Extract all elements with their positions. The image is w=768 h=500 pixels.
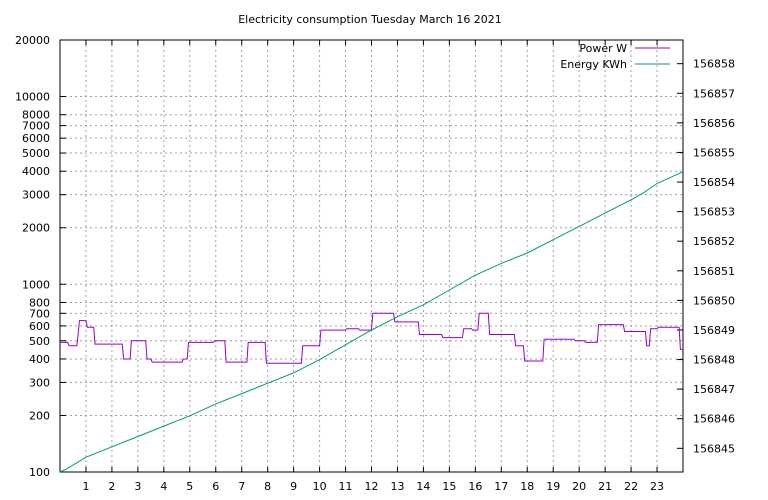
x-tick-label: 15 [442, 480, 456, 493]
y-right-tick-label: 156850 [693, 294, 735, 307]
x-tick-label: 22 [624, 480, 638, 493]
x-tick-label: 3 [134, 480, 141, 493]
x-tick-label: 10 [313, 480, 327, 493]
x-tick-label: 2 [108, 480, 115, 493]
y-left-tick-label: 800 [29, 296, 50, 309]
y-left-tick-label: 7000 [22, 120, 50, 133]
legend-label-power-w: Power W [579, 42, 627, 55]
x-tick-label: 4 [160, 480, 167, 493]
chart-grid [60, 40, 683, 472]
y-right-tick-label: 156849 [693, 324, 735, 337]
y-left-tick-label: 600 [29, 320, 50, 333]
x-tick-label: 14 [416, 480, 430, 493]
x-tick-label: 20 [572, 480, 586, 493]
y-right-tick-label: 156854 [693, 176, 735, 189]
x-tick-label: 23 [650, 480, 664, 493]
y-left-tick-label: 10000 [15, 91, 50, 104]
chart-legend: Power W Energy KWh [560, 42, 670, 71]
y-right-tick-label: 156847 [693, 383, 735, 396]
y-left-tick-label: 400 [29, 353, 50, 366]
y-right-tick-label: 156853 [693, 206, 735, 219]
chart-title: Electricity consumption Tuesday March 16… [238, 13, 502, 26]
y-right-tick-label: 156846 [693, 413, 735, 426]
x-tick-label: 5 [186, 480, 193, 493]
y-left-tick-label: 6000 [22, 132, 50, 145]
y-left-tick-label: 300 [29, 376, 50, 389]
y-right-tick-label: 156845 [693, 442, 735, 455]
series-line-power-w [60, 312, 683, 364]
y-left-tick-label: 200 [29, 409, 50, 422]
x-tick-label: 17 [494, 480, 508, 493]
y-right-tick-label: 156856 [693, 117, 735, 130]
x-tick-label: 9 [290, 480, 297, 493]
y-left-tick-label: 1000 [22, 278, 50, 291]
x-tick-label: 7 [238, 480, 245, 493]
y-right-tick-label: 156855 [693, 146, 735, 159]
y-right-tick-label: 156848 [693, 354, 735, 367]
x-tick-label: 13 [390, 480, 404, 493]
x-tick-label: 1 [82, 480, 89, 493]
y-left-tick-label: 2000 [22, 222, 50, 235]
y-right-tick-label: 156858 [693, 58, 735, 71]
x-tick-label: 21 [598, 480, 612, 493]
series-line-energy-kwh [59, 171, 684, 473]
y-left-tick-label: 8000 [22, 109, 50, 122]
x-tick-label: 19 [546, 480, 560, 493]
x-tick-label: 8 [264, 480, 271, 493]
legend-label-energy-kwh: Energy KWh [560, 58, 627, 71]
y-left-tick-label: 100 [29, 466, 50, 479]
y-left-tick-label: 5000 [22, 147, 50, 160]
x-tick-label: 16 [468, 480, 482, 493]
y-right-tick-label: 156857 [693, 87, 735, 100]
x-tick-label: 12 [365, 480, 379, 493]
chart-tick-labels: 1 2 3 4 5 6 7 8 9 10 11 12 13 14 15 16 17 18 19 20 21 22 23100… [15, 34, 735, 493]
y-right-tick-label: 156852 [693, 235, 735, 248]
plot-frame [59, 39, 684, 473]
chart-plot-area [59, 171, 684, 473]
x-tick-label: 11 [339, 480, 353, 493]
x-tick-label: 18 [520, 480, 534, 493]
y-right-tick-label: 156851 [693, 265, 735, 278]
y-left-tick-label: 700 [29, 307, 50, 320]
x-tick-label: 6 [212, 480, 219, 493]
y-left-tick-label: 20000 [15, 34, 50, 47]
y-left-tick-label: 500 [29, 335, 50, 348]
y-left-tick-label: 4000 [22, 165, 50, 178]
y-left-tick-label: 3000 [22, 189, 50, 202]
